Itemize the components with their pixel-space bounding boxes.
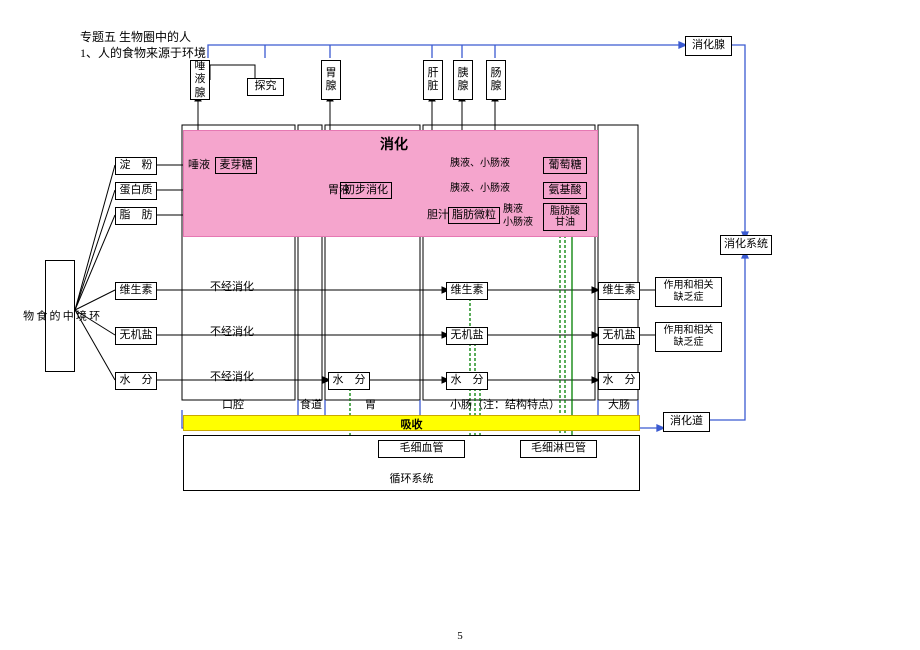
absorb-bar: 吸收 (183, 415, 640, 431)
lymph-box: 毛细淋巴管 (520, 440, 597, 458)
organ-mouth: 口腔 (222, 398, 244, 412)
smallint-label: 小肠液 (503, 216, 533, 229)
fatty-acid-box: 脂肪酸 甘油 (543, 203, 587, 231)
input-starch: 淀 粉 (115, 157, 157, 175)
digestion-title: 消化 (380, 137, 408, 155)
input-fat: 脂 肪 (115, 207, 157, 225)
maltose-box: 麦芽糖 (215, 157, 257, 174)
organ-esoph: 食道 (300, 398, 322, 412)
header-line2: 1、人的食物来源于环境 (80, 44, 206, 61)
panc-small-2: 胰液、小肠液 (450, 182, 510, 195)
intestine-gland: 肠 腺 (486, 60, 506, 100)
stomach-gland: 胃 腺 (321, 60, 341, 100)
action-def-1: 作用和相关 缺乏症 (655, 277, 722, 307)
pancreas: 胰 腺 (453, 60, 473, 100)
panc-label: 胰液 (503, 203, 523, 216)
vit-right: 维生素 (598, 282, 640, 300)
env-food-box: 环 境 中 的 食 物 (45, 260, 75, 372)
fat-particle: 脂肪微粒 (448, 207, 500, 224)
header-line1: 专题五 生物圈中的人 (80, 28, 191, 45)
water-large: 水 分 (598, 372, 640, 390)
input-protein: 蛋白质 (115, 182, 157, 200)
organ-stomach: 胃 (365, 398, 376, 412)
diagram-page: 专题五 生物圈中的人 1、人的食物来源于环境 环 境 中 的 食 物 淀 粉 蛋… (0, 0, 920, 650)
vit-mid: 维生素 (446, 282, 488, 300)
min-right: 无机盐 (598, 327, 640, 345)
no-digest-3: 不经消化 (210, 370, 254, 384)
input-vitamin: 维生素 (115, 282, 157, 300)
explore-box: 探究 (247, 78, 284, 96)
initial-digest: 初步消化 (340, 182, 392, 199)
no-digest-1: 不经消化 (210, 280, 254, 294)
no-digest-2: 不经消化 (210, 325, 254, 339)
digest-system-box: 消化系统 (720, 235, 772, 255)
organ-largeint: 大肠 (608, 398, 630, 412)
glucose-box: 葡萄糖 (543, 157, 587, 174)
action-def-2: 作用和相关 缺乏症 (655, 322, 722, 352)
saliva-gland: 唾 液 腺 (190, 60, 210, 100)
amino-box: 氨基酸 (543, 182, 587, 199)
water-small: 水 分 (446, 372, 488, 390)
input-mineral: 无机盐 (115, 327, 157, 345)
organ-smallint: 小肠（注：结构特点） (450, 398, 560, 412)
panc-small-1: 胰液、小肠液 (450, 157, 510, 170)
capillary-box: 毛细血管 (378, 440, 465, 458)
page-number: 5 (457, 630, 463, 642)
digest-tract-box: 消化道 (663, 412, 710, 432)
digest-gland-box: 消化腺 (685, 36, 732, 56)
min-mid: 无机盐 (446, 327, 488, 345)
bile-label: 胆汁 (427, 208, 449, 222)
water-stomach: 水 分 (328, 372, 370, 390)
liver: 肝 脏 (423, 60, 443, 100)
saliva-label: 唾液 (188, 158, 210, 172)
input-water: 水 分 (115, 372, 157, 390)
